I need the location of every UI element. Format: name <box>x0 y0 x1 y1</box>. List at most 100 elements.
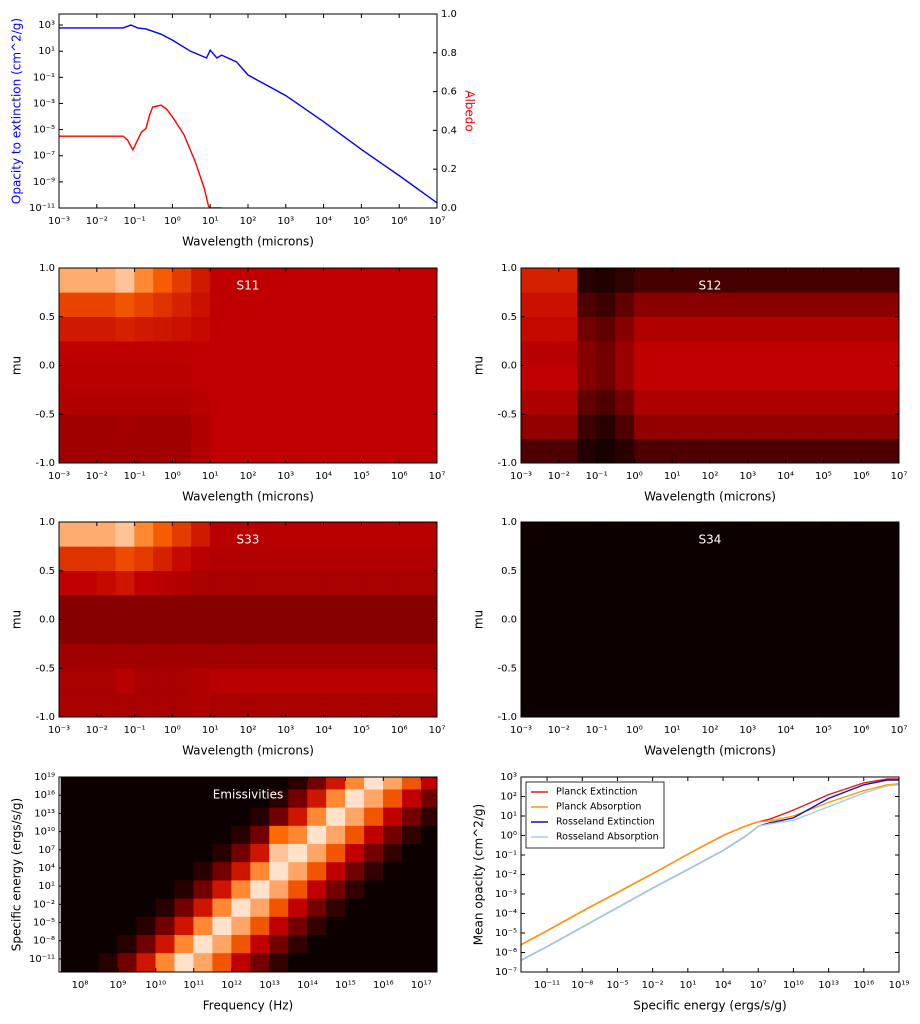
heatmap-cell <box>634 413 654 439</box>
heatmap-cell <box>652 340 673 366</box>
heatmap-cell <box>364 952 384 972</box>
line <box>59 104 222 208</box>
heatmap-cell <box>558 292 578 318</box>
x-tick-label: 10⁴ <box>777 725 794 736</box>
heatmap-cell <box>596 268 616 293</box>
heatmap-cell <box>747 268 786 293</box>
heatmap-cell <box>785 522 824 547</box>
heatmap-cell <box>323 643 362 669</box>
heatmap-cell <box>652 692 673 717</box>
heatmap-cell <box>288 952 308 972</box>
heatmap-cell <box>288 916 308 935</box>
heatmap-cell <box>785 316 824 342</box>
heatmap-cell <box>401 934 422 954</box>
heatmap-cell <box>383 807 403 826</box>
heatmap-cell <box>209 292 249 318</box>
heatmap-cell <box>652 570 673 596</box>
x-axis-label: Frequency (Hz) <box>203 999 294 1013</box>
heatmap-cell <box>250 952 270 972</box>
heatmap-cell <box>398 546 437 572</box>
heatmap-cell <box>596 667 616 693</box>
y-tick-label: 0.5 <box>501 312 517 323</box>
heatmap-cell <box>326 897 346 917</box>
heatmap-cell <box>709 413 749 439</box>
heatmap-cell <box>401 807 422 826</box>
heatmap-cell <box>172 546 192 572</box>
x-tick-label: 10⁻¹ <box>586 471 608 482</box>
heatmap-cell <box>134 389 154 415</box>
heatmap-cell <box>59 692 98 717</box>
heatmap-cell <box>193 788 213 808</box>
heatmap-cell <box>823 268 862 293</box>
heatmap-cell <box>709 389 749 415</box>
heatmap-cell <box>172 619 192 645</box>
heatmap-cell <box>59 438 98 463</box>
heatmap-cell <box>247 546 287 572</box>
heatmap-cell <box>98 825 119 845</box>
heatmap-cell <box>521 692 560 717</box>
heatmap-cell <box>709 522 749 547</box>
heatmap-cell <box>247 438 287 463</box>
heatmap-cell <box>134 546 154 572</box>
line <box>521 783 899 946</box>
x-tick-label: 10³ <box>739 725 756 736</box>
heatmap-cell <box>596 316 616 342</box>
heatmap-cell <box>364 788 384 808</box>
heatmap-cell <box>634 667 654 693</box>
y2-tick-label: 0.0 <box>441 203 457 214</box>
heatmap-cell <box>577 570 597 596</box>
heatmap-cell <box>364 825 384 845</box>
x-axis-label: Specific energy (ergs/s/g) <box>633 999 786 1013</box>
x-tick-label: 10⁵ <box>353 725 370 736</box>
heatmap-cell <box>79 861 100 881</box>
heatmap-cell <box>785 340 824 366</box>
heatmap-cell <box>860 667 899 693</box>
heatmap-cell <box>153 522 173 547</box>
heatmap-cell <box>193 843 213 863</box>
heatmap-cell <box>785 570 824 596</box>
heatmap-cell <box>115 268 135 293</box>
heatmap-cell <box>250 861 270 881</box>
y-tick-label: 10⁻² <box>33 899 55 910</box>
x-tick-label: 10⁷ <box>429 725 446 736</box>
heatmap-cell <box>307 843 327 863</box>
heatmap-cell <box>153 268 173 293</box>
heatmap-cell <box>285 413 324 439</box>
heatmap-cell <box>652 389 673 415</box>
heatmap-cell <box>212 807 232 826</box>
heatmap-cell <box>247 413 287 439</box>
heatmap-cell <box>209 570 249 596</box>
heatmap-cell <box>174 861 195 881</box>
plot-area <box>521 522 899 717</box>
y-tick-label: 10⁻⁵ <box>495 928 517 939</box>
y-tick-label: 10⁰ <box>500 831 517 842</box>
heatmap-cell <box>401 861 422 881</box>
heatmap-cell <box>190 316 211 342</box>
heatmap-cell <box>115 570 135 596</box>
heatmap-cell <box>709 268 749 293</box>
heatmap-cell <box>117 788 138 808</box>
y-tick-label: 10⁻⁶ <box>495 948 517 959</box>
heatmap-cell <box>190 619 211 645</box>
heatmap-cell <box>307 807 327 826</box>
heatmap-cell <box>247 667 287 693</box>
x-tick-label: 10³ <box>277 471 294 482</box>
x-tick-label: 10⁻² <box>86 471 108 482</box>
heatmap-cell <box>345 952 365 972</box>
plot-area <box>521 778 899 961</box>
x-tick-label: 10⁴ <box>715 980 732 991</box>
heatmap-cell <box>615 340 635 366</box>
heatmap-cell <box>172 692 192 717</box>
heatmap-cell <box>323 667 362 693</box>
heatmap-cell <box>709 667 749 693</box>
heatmap-cell <box>345 825 365 845</box>
heatmap-cell <box>671 522 711 547</box>
y-tick-label: -0.5 <box>35 663 55 674</box>
heatmap-cell <box>652 546 673 572</box>
heatmap-cell <box>860 316 899 342</box>
heatmap-cell <box>521 643 560 669</box>
x-tick-label: 10² <box>240 216 257 227</box>
heatmap-cell <box>345 861 365 881</box>
